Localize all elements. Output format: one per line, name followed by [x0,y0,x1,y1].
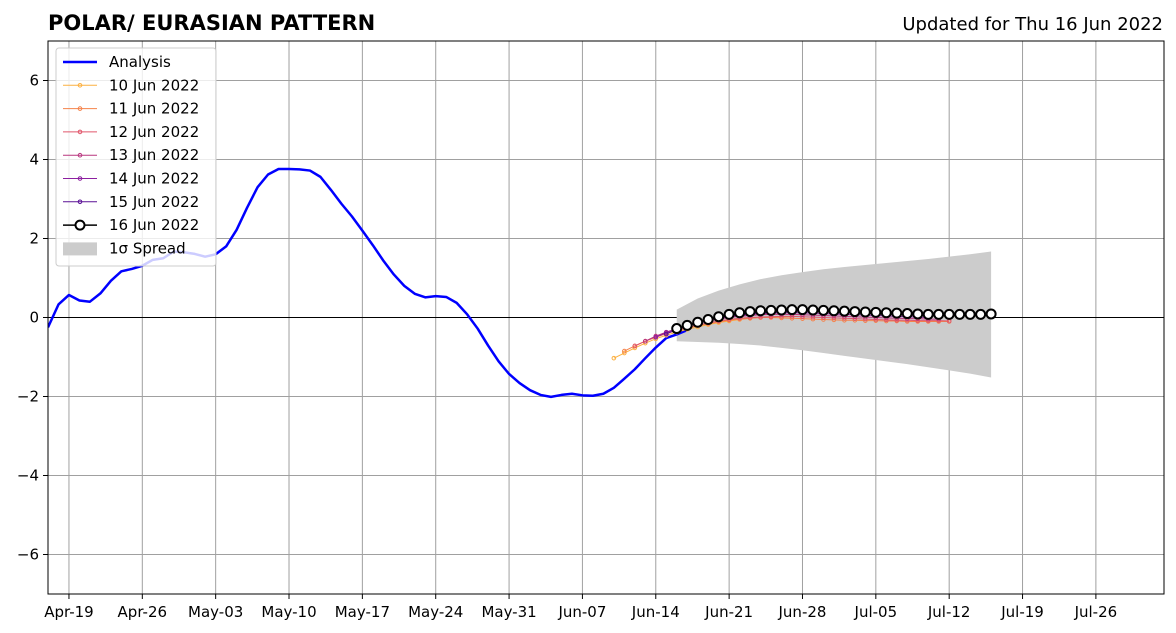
legend: Analysis 10 Jun 2022 11 Jun 2022 12 Jun 202… [55,47,217,267]
forecast-point [622,350,627,356]
forecast-point [796,304,808,316]
forecast-series [671,304,997,335]
legend-label: 1σ Spread [109,239,186,257]
y-tick-label: 2 [29,230,39,248]
forecast-point [922,308,934,320]
y-tick-label: 4 [29,151,39,169]
legend-marker [77,152,83,158]
x-tick-label: May-03 [188,603,243,621]
forecast-point [849,306,861,318]
x-tick-label: May-17 [335,603,390,621]
x-tick-label: Jun-28 [778,603,827,621]
x-tick-label: Apr-19 [44,603,94,621]
legend-label: Analysis [109,53,171,71]
y-tick-label: 6 [29,72,39,90]
legend-label: 12 Jun 2022 [109,123,199,141]
forecast-point [611,355,617,361]
forecast-point [901,308,913,320]
forecast-point [807,304,819,316]
forecast-point [943,308,955,320]
x-tick-label: Jun-07 [557,603,606,621]
legend-marker [77,129,83,135]
forecast-point [663,331,669,337]
forecast-point [692,316,704,328]
forecast-point [663,330,669,335]
x-tick-label: May-31 [481,603,536,621]
forecast-point [975,308,987,320]
legend-label: 16 Jun 2022 [109,216,199,234]
forecast-point [838,305,850,317]
x-tick-label: Jul-26 [1074,603,1118,621]
x-tick-label: May-24 [408,603,463,621]
forecast-point [713,311,725,323]
legend-marker [77,106,83,111]
legend-label: 14 Jun 2022 [109,170,199,188]
forecast-point [723,308,735,320]
forecast-point [755,305,767,317]
forecast-point [954,308,966,320]
legend-label: 13 Jun 2022 [109,146,199,164]
legend-label: 15 Jun 2022 [109,193,199,211]
forecast-point [859,306,871,318]
updated-date: Updated for Thu 16 Jun 2022 [902,14,1163,35]
forecast-point [817,304,829,316]
legend-swatch [63,242,97,256]
y-tick-label: 0 [29,309,39,327]
forecast-point [744,306,756,318]
x-tick-label: Apr-26 [118,603,168,621]
legend-label: 10 Jun 2022 [109,76,199,94]
forecast-point [632,343,638,349]
forecast-point [776,304,788,316]
legend-label: 11 Jun 2022 [109,100,199,118]
forecast-point [891,307,903,319]
y-tick-label: −4 [17,467,39,485]
forecast-point [828,305,840,317]
forecast-point [702,313,714,325]
y-tick-label: −2 [17,388,39,406]
x-tick-label: Jun-14 [631,603,680,621]
forecast-point [671,323,683,335]
x-tick-label: Jul-12 [927,603,971,621]
legend-marker [74,219,86,231]
forecast-point [912,308,924,320]
forecast-point [734,307,746,319]
forecast-point [681,319,693,331]
forecast-point [765,304,777,316]
chart-title: POLAR/ EURASIAN PATTERN [48,11,375,35]
axes: Apr-19 Apr-26 May-03 May-10 May-17 May-24 May-… [17,72,1117,622]
y-tick-label: −6 [17,546,39,564]
x-tick-label: May-10 [261,603,316,621]
legend-marker [77,199,83,205]
x-tick-label: Jun-21 [704,603,753,621]
x-tick-label: Jul-19 [1000,603,1044,621]
forecast-point [622,348,627,354]
forecast-point [870,306,882,318]
forecast-point [653,334,659,340]
forecast-point [880,307,892,319]
forecast-point [933,308,945,320]
legend-marker [77,176,83,181]
forecast-point [985,308,997,320]
forecast-point [786,304,798,316]
legend-marker [77,83,83,88]
legend-box [55,47,217,267]
x-tick-label: Jul-05 [854,603,898,621]
forecast-point [642,338,648,344]
forecast-point [964,308,976,320]
